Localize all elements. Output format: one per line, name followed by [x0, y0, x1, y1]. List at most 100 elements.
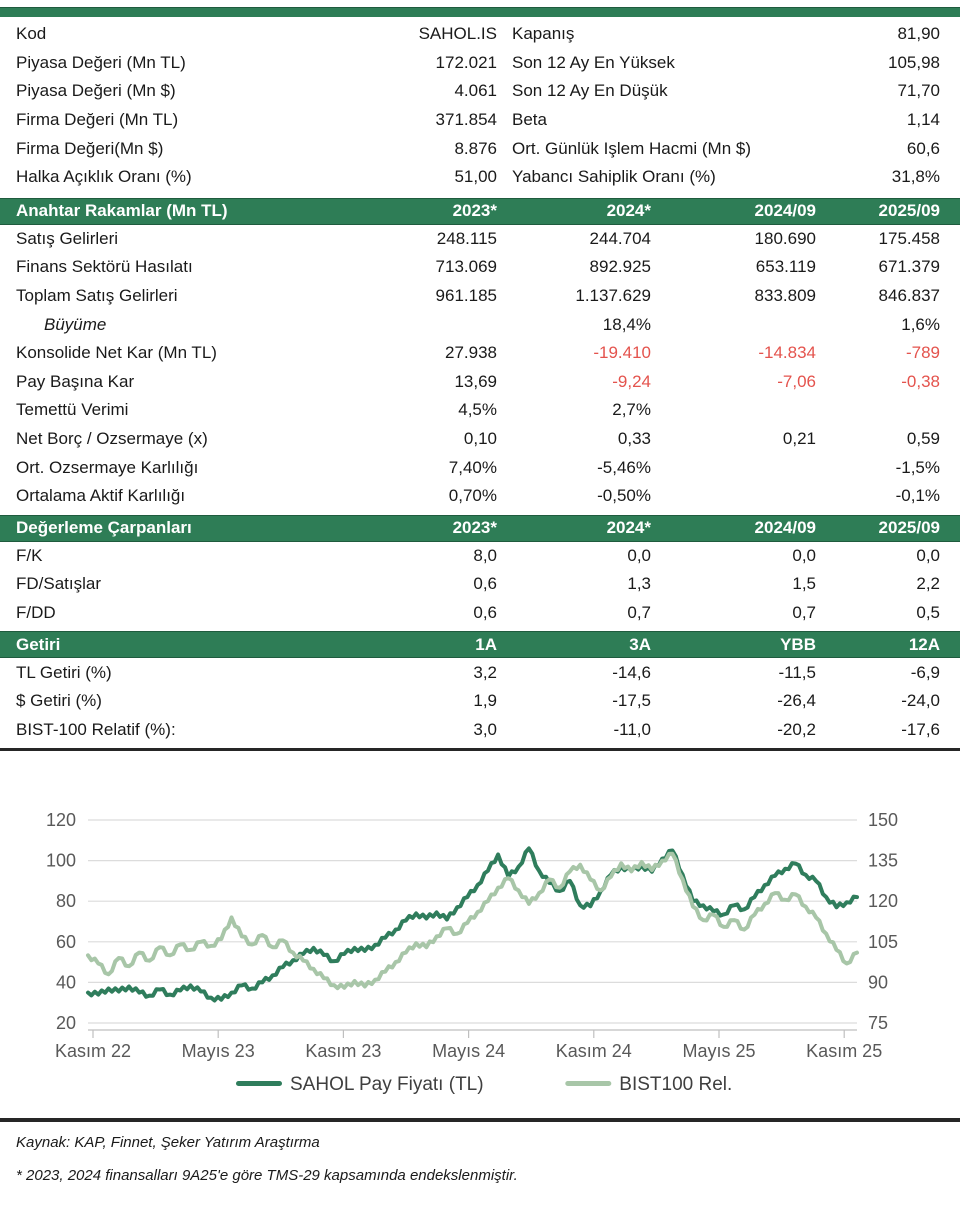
bist100-rel-line	[86, 851, 859, 991]
row-label: Pay Başına Kar	[16, 371, 135, 391]
row-value: 653.119	[755, 257, 816, 277]
row-value: -24,0	[901, 691, 940, 711]
row-value: 180.690	[754, 228, 816, 248]
column-header: 2024*	[606, 518, 651, 537]
row-value: -5,46%	[597, 457, 651, 477]
row-value: -11,5	[778, 662, 817, 682]
info-value: 105,98	[888, 52, 940, 72]
info-label: Kapanış	[512, 24, 575, 44]
table-row: $ Getiri (%) 1,9 -17,5 -26,4 -24,0	[0, 687, 960, 716]
row-value: -789	[905, 343, 940, 363]
info-value: 31,8%	[891, 167, 940, 187]
info-label: Piyasa Değeri (Mn TL)	[16, 52, 186, 72]
info-label: Halka Açıklık Oranı (%)	[16, 167, 192, 187]
right-axis-tick-label: 150	[868, 810, 898, 830]
legend-swatch	[236, 1081, 282, 1087]
row-label: FD/Satışlar	[16, 574, 102, 594]
right-axis-tick-label: 75	[868, 1013, 888, 1033]
row-value: 2,7%	[612, 400, 651, 420]
row-value: 0,70%	[448, 486, 497, 506]
info-value: 1,14	[906, 110, 940, 130]
row-label: F/K	[16, 545, 43, 565]
info-label: Piyasa Değeri (Mn $)	[16, 81, 176, 101]
info-value: 8.876	[454, 138, 497, 158]
research-report-page: { "colors": { "header_green": "#2e7d56",…	[0, 7, 960, 1220]
info-value: 81,90	[897, 24, 940, 44]
row-value: 0,6	[473, 574, 497, 594]
section-title: Değerleme Çarpanları	[16, 518, 192, 537]
table-row: Toplam Satış Gelirleri 961.185 1.137.629 83…	[0, 282, 960, 311]
row-value: -19.410	[593, 343, 651, 363]
info-value: 51,00	[454, 167, 497, 187]
row-value: 961.185	[435, 286, 497, 306]
restatement-note: * 2023, 2024 finansalları 9A25'e göre TM…	[16, 1167, 518, 1185]
row-value: 3,0	[473, 719, 497, 739]
x-axis-label: Kasım 24	[556, 1041, 632, 1061]
row-value: -26,4	[777, 691, 816, 711]
info-label: Firma Değeri(Mn $)	[16, 138, 164, 158]
row-value: 0,0	[627, 545, 651, 565]
right-axis-tick-label: 90	[868, 972, 888, 992]
row-value: 7,40%	[448, 457, 497, 477]
table-row: Net Borç / Ozsermaye (x) 0,10 0,33 0,21 0,59	[0, 425, 960, 454]
row-value: -0,1%	[895, 486, 940, 506]
row-value: 1.137.629	[575, 286, 651, 306]
left-axis-tick-label: 20	[56, 1013, 76, 1033]
column-header: 2025/09	[878, 201, 940, 221]
column-header: 2025/09	[878, 518, 940, 537]
table-row: Ort. Ozsermaye Karlılığı 7,40% -5,46% -1,5%	[0, 453, 960, 482]
x-axis-label: Kasım 22	[55, 1041, 131, 1061]
info-label: Son 12 Ay En Yüksek	[512, 52, 675, 72]
table-row: F/K 8,0 0,0 0,0 0,0	[0, 542, 960, 571]
row-value: -20,2	[777, 719, 816, 739]
row-value: 833.809	[754, 286, 816, 306]
summary-info-table: Kod SAHOL.IS Kapanış 81,90 Piyasa Değeri (Mn…	[0, 17, 960, 194]
row-label: BIST-100 Relatif (%):	[16, 719, 176, 739]
table-row: Konsolide Net Kar (Mn TL) 27.938 -19.410 -1…	[0, 339, 960, 368]
row-label: Net Borç / Ozsermaye (x)	[16, 429, 208, 449]
row-value: 0,33	[617, 429, 651, 449]
row-value: 4,5%	[458, 400, 497, 420]
info-label: Beta	[512, 110, 547, 130]
row-label: Büyüme	[44, 314, 107, 334]
row-label: $ Getiri (%)	[16, 691, 102, 711]
key-figures-section: Anahtar Rakamlar (Mn TL) 2023* 2024* 2024/0…	[0, 197, 960, 511]
valuation-multiples-header: Değerleme Çarpanları 2023* 2024* 2024/09 202…	[0, 514, 960, 542]
row-value: 8,0	[473, 545, 497, 565]
valuation-multiples-section: Değerleme Çarpanları 2023* 2024* 2024/09 202…	[0, 514, 960, 628]
row-label: Satış Gelirleri	[16, 228, 119, 248]
x-axis-label: Kasım 23	[305, 1041, 381, 1061]
table-row: Temettü Verimi 4,5% 2,7%	[0, 396, 960, 425]
section-title: Getiri	[16, 634, 61, 654]
column-header: 2024/09	[754, 201, 816, 221]
row-value: -0,50%	[597, 486, 651, 506]
right-axis-tick-label: 120	[868, 891, 898, 911]
info-row: Piyasa Değeri (Mn TL) 172.021 Son 12 Ay En…	[16, 49, 940, 78]
info-row: Piyasa Değeri (Mn $) 4.061 Son 12 Ay En Dü…	[16, 77, 940, 106]
left-axis-tick-label: 60	[56, 932, 76, 952]
row-value: 846.837	[878, 286, 940, 306]
legend-label: BIST100 Rel.	[619, 1074, 732, 1095]
row-label: Ortalama Aktif Karlılığı	[16, 486, 186, 506]
row-value: -7,06	[777, 371, 816, 391]
row-value: 0,5	[916, 602, 940, 622]
x-axis-label: Mayıs 25	[682, 1041, 755, 1061]
row-value: 244.704	[589, 228, 651, 248]
table-row: F/DD 0,6 0,7 0,7 0,5	[0, 599, 960, 628]
info-label: Son 12 Ay En Düşük	[512, 81, 668, 101]
price-chart: 120 150 100 135 80 120 60 105 40 90 20 75 Kasım 22 Ma…	[46, 810, 898, 1095]
row-value: 3,2	[473, 662, 497, 682]
returns-section: Getiri 1A 3A YBB 12A TL Getiri (%) 3,2 -14,6 -11…	[0, 631, 960, 744]
table-row: Finans Sektörü Hasılatı 713.069 892.925 653…	[0, 253, 960, 282]
row-value: 713.069	[435, 257, 497, 277]
x-axis-label: Mayıs 23	[182, 1041, 255, 1061]
row-value: 248.115	[436, 228, 497, 248]
info-value: 172.021	[435, 52, 497, 72]
row-value: -9,24	[612, 371, 651, 391]
row-value: 1,5	[792, 574, 816, 594]
row-value: -1,5%	[895, 457, 940, 477]
row-label: Konsolide Net Kar (Mn TL)	[16, 343, 217, 363]
section-title: Anahtar Rakamlar (Mn TL)	[16, 201, 228, 221]
column-header: 2024/09	[754, 518, 816, 537]
info-row: Firma Değeri (Mn TL) 371.854 Beta 1,14	[16, 106, 940, 135]
